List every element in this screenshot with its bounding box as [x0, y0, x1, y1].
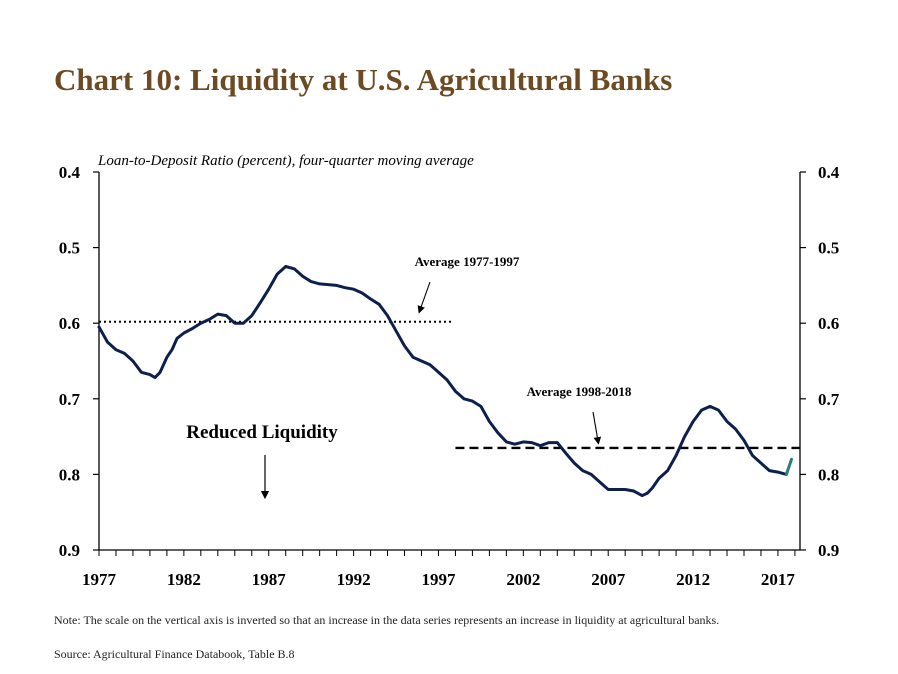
x-tick-label: 2012: [676, 570, 710, 589]
y-tick-label-left: 0.9: [59, 541, 80, 560]
y-tick-labels-left: 0.4 0.5 0.6 0.7 0.8 0.9: [59, 163, 81, 560]
axes: [98, 172, 801, 551]
y-tick-label-left: 0.8: [59, 465, 80, 484]
y-tick-label-left: 0.4: [59, 163, 81, 182]
x-tick-label: 1982: [167, 570, 201, 589]
y-tick-label-left: 0.7: [59, 390, 81, 409]
footnote: Note: The scale on the vertical axis is …: [54, 613, 720, 627]
latest-segment: [784, 457, 793, 476]
reference-arrow: [417, 281, 431, 314]
y-tick-label-right: 0.5: [818, 239, 839, 258]
x-tick-label: 1977: [82, 570, 117, 589]
x-tick-label: 2007: [591, 570, 626, 589]
reference-lines: Average 1977-1997 Average 1998-2018: [99, 254, 800, 450]
x-tick-label: 1992: [337, 570, 371, 589]
y-tick-label-left: 0.6: [59, 314, 80, 333]
series-group: [97, 265, 793, 498]
loan-to-deposit-line: [97, 265, 788, 498]
reduced-liquidity-label: Reduced Liquidity: [186, 422, 338, 443]
tick-marks: [93, 171, 806, 556]
y-tick-label-right: 0.7: [818, 390, 840, 409]
reference-line-label: Average 1998-2018: [527, 384, 632, 399]
chart-title: Chart 10: Liquidity at U.S. Agricultural…: [54, 62, 673, 97]
x-tick-label: 1987: [252, 570, 287, 589]
y-tick-labels-right: 0.4 0.5 0.6 0.7 0.8 0.9: [818, 163, 840, 560]
x-tick-label: 2017: [761, 570, 796, 589]
y-tick-label-right: 0.6: [818, 314, 839, 333]
y-tick-label-right: 0.8: [818, 465, 839, 484]
reference-line-label: Average 1977-1997: [415, 254, 520, 269]
source-note: Source: Agricultural Finance Databook, T…: [54, 647, 295, 661]
x-tick-label: 2002: [506, 570, 540, 589]
annotations: Reduced Liquidity: [186, 422, 338, 500]
x-tick-labels: 1977 1982 1987 1992 1997 2002 2007 2012 2017: [82, 570, 795, 589]
x-tick-label: 1997: [421, 570, 456, 589]
y-tick-label-right: 0.9: [818, 541, 839, 560]
reference-arrow: [592, 411, 602, 445]
y-tick-label-left: 0.5: [59, 239, 80, 258]
y-tick-label-right: 0.4: [818, 163, 840, 182]
chart-subtitle: Loan-to-Deposit Ratio (percent), four-qu…: [97, 153, 474, 169]
